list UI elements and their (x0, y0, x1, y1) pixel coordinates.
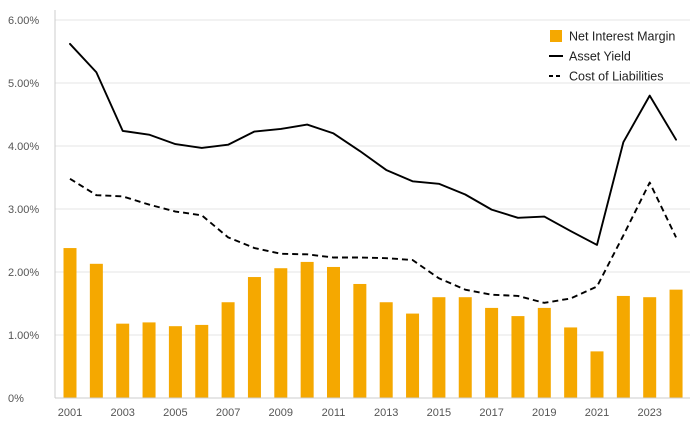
legend-label: Cost of Liabilities (569, 70, 664, 84)
legend: Net Interest Margin Asset Yield Cost of Li… (549, 30, 675, 84)
bar-2018 (511, 316, 525, 398)
y-tick-label: 4.00% (8, 141, 39, 153)
bar-2015 (432, 297, 446, 398)
bar-2002 (89, 263, 103, 398)
legend-label: Net Interest Margin (569, 30, 675, 44)
x-tick-label: 2009 (269, 407, 293, 419)
y-tick-label: 6.00% (8, 15, 39, 27)
y-axis-tick-labels: 0% 1.00% 2.00% 3.00% 4.00% 5.00% 6.00% (8, 15, 39, 405)
x-tick-label: 2021 (585, 407, 609, 419)
x-tick-label: 2007 (216, 407, 240, 419)
legend-swatch-bar (550, 30, 562, 42)
bar-2020 (564, 327, 578, 398)
bar-2001 (63, 248, 77, 398)
bar-2024 (669, 289, 683, 398)
x-tick-label: 2013 (374, 407, 398, 419)
asset-yield-line (69, 42, 677, 246)
bar-2012 (353, 283, 367, 398)
axes (54, 10, 690, 399)
line-series (69, 42, 677, 304)
x-tick-label: 2005 (163, 407, 187, 419)
x-tick-label: 2003 (110, 407, 134, 419)
y-tick-label: 1.00% (8, 330, 39, 342)
y-tick-label: 2.00% (8, 267, 39, 279)
x-tick-label: 2017 (479, 407, 503, 419)
x-tick-label: 2015 (427, 407, 451, 419)
bar-2011 (327, 266, 340, 398)
bar-2014 (406, 313, 420, 398)
bar-2007 (221, 302, 235, 398)
bar-2009 (274, 268, 288, 398)
bar-2010 (300, 261, 314, 398)
x-axis-tick-labels: 2001 2003 2005 2007 2009 2011 2013 2015 2017 2019… (58, 407, 662, 419)
legend-label: Asset Yield (569, 50, 631, 64)
bar-2023 (643, 297, 657, 398)
cost-of-liabilities-line (69, 177, 677, 304)
bar-2022 (616, 295, 630, 398)
bar-2003 (116, 323, 130, 398)
bar-2017 (485, 307, 499, 398)
gridlines (55, 19, 690, 336)
y-tick-label: 3.00% (8, 204, 39, 216)
bar-2006 (195, 324, 209, 398)
x-tick-label: 2001 (58, 407, 82, 419)
bar-2008 (247, 277, 261, 398)
bar-2004 (142, 322, 156, 398)
y-tick-label: 0% (8, 393, 24, 405)
bar-2013 (379, 302, 393, 398)
x-tick-label: 2019 (532, 407, 556, 419)
x-tick-label: 2023 (637, 407, 661, 419)
bar-2019 (537, 307, 551, 398)
x-tick-label: 2011 (322, 407, 346, 419)
net-interest-margin-bars (63, 248, 683, 398)
bar-2021 (590, 351, 604, 398)
bar-2005 (168, 326, 182, 398)
y-tick-label: 5.00% (8, 78, 39, 90)
bar-2016 (458, 297, 472, 398)
